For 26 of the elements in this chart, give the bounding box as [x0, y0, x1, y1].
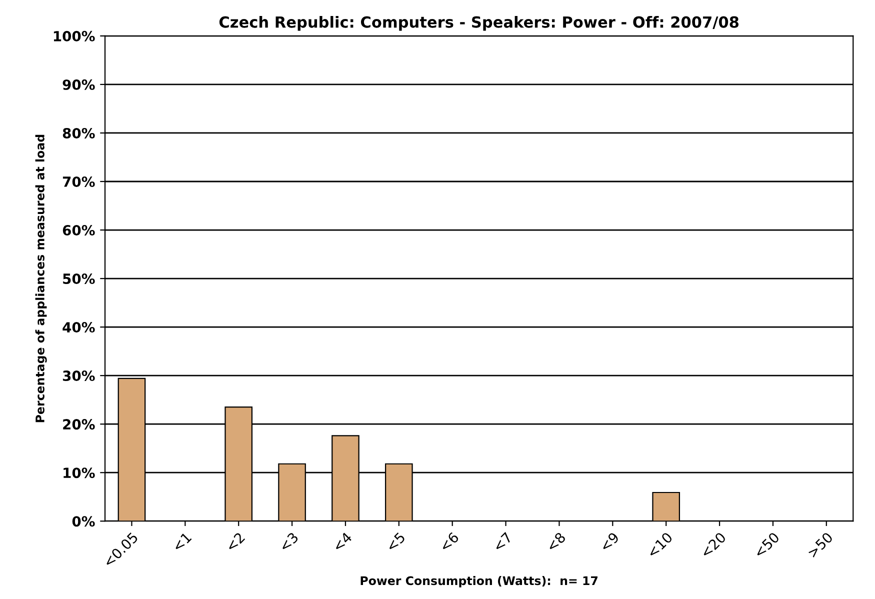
x-tick-label: <4	[332, 532, 352, 552]
y-tick-label: 30%	[62, 370, 95, 382]
x-tick-label: <20	[700, 532, 726, 558]
x-tick-label: <7	[492, 532, 512, 552]
y-tick-label: 0%	[72, 516, 95, 527]
x-tick-label: <3	[278, 532, 299, 552]
x-tick-label: <9	[599, 532, 620, 552]
x-tick-label: <1	[172, 532, 192, 552]
y-tick-label: 10%	[64, 468, 95, 478]
y-tick-label: 20%	[63, 419, 95, 430]
chart-title: Czech Republic: Computers - Speakers: Power - Off: 2007/08	[219, 16, 739, 31]
y-tick-label: 60%	[62, 224, 95, 236]
x-tick-label: <2	[225, 532, 246, 552]
x-tick-label: <8	[546, 532, 566, 552]
y-tick-label: 90%	[62, 79, 95, 90]
y-tick-label: 100%	[54, 30, 95, 42]
y-axis-title: Percentage of appliances measured at load	[35, 134, 47, 422]
y-tick-label: 50%	[63, 274, 95, 284]
x-axis-title: Power Consumption (Watts): n= 17	[360, 576, 598, 588]
x-tick-label: <10	[646, 532, 674, 558]
x-tick-label: <5	[386, 532, 406, 552]
x-tick-label: <50	[753, 532, 780, 558]
y-tick-label: 70%	[62, 176, 95, 187]
y-tick-label: 40%	[62, 322, 95, 333]
y-tick-label: 80%	[62, 128, 95, 138]
x-tick-label: <6	[439, 532, 460, 552]
